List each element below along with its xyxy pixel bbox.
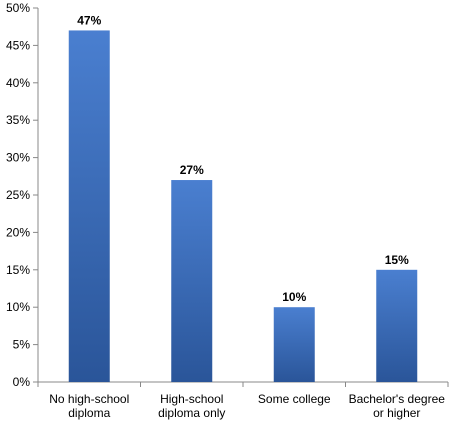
x-category-label: Bachelor's degree [349,392,446,406]
x-category-label: No high-school [49,392,129,406]
x-category-label: Some college [258,392,331,406]
y-tick-label: 40% [6,76,30,90]
y-tick-label: 45% [6,38,30,52]
y-tick-label: 25% [6,188,30,202]
y-tick-label: 30% [6,151,30,165]
bar [68,30,110,382]
bar-value-label: 10% [282,290,306,304]
bar [273,307,315,382]
y-axis: 0% 5% 10% 15% 20% 25% 30% 35% 40% 45% 50% [6,1,39,389]
data-labels: 47% 27% 10% 15% [77,13,409,304]
x-category-label: High-school [160,392,223,406]
bar-value-label: 47% [77,13,101,27]
y-tick-label: 50% [6,1,30,15]
y-tick-label: 20% [6,225,30,239]
bar-value-label: 27% [180,163,204,177]
y-tick-label: 35% [6,113,30,127]
bar-value-label: 15% [385,253,409,267]
y-tick-label: 0% [13,375,31,389]
y-tick-label: 15% [6,263,30,277]
bar [171,180,213,382]
x-category-label: diploma only [158,406,225,420]
x-category-label: or higher [373,406,420,420]
bar [376,269,418,382]
x-category-label: diploma [68,406,110,420]
bars [68,30,418,382]
y-tick-label: 5% [13,338,31,352]
y-tick-label: 10% [6,300,30,314]
